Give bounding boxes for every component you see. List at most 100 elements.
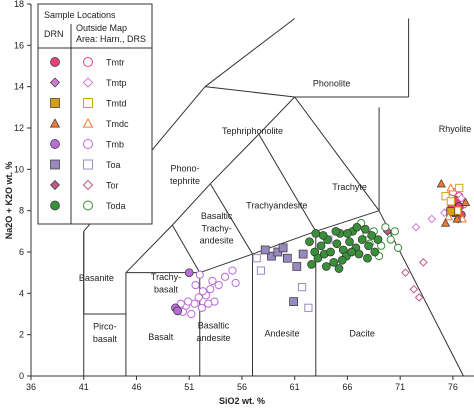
data-point-open [206, 285, 215, 294]
field-label: Tephriphonolite [222, 126, 283, 136]
legend-col2-header-line1: Outside Map [76, 23, 127, 33]
data-point-open [187, 309, 196, 319]
x-tick-label: 41 [79, 382, 89, 392]
field-boundary [294, 96, 380, 211]
data-point-open [214, 280, 223, 290]
legend-title: Sample Locations [44, 10, 116, 20]
field-label: Phonolite [313, 79, 351, 89]
field-label: basalt [93, 334, 118, 344]
legend-col2-header-line2: Area: Harn., DRS [76, 34, 146, 44]
data-point-open [297, 283, 307, 292]
data-point-filled [278, 243, 288, 253]
legend-marker-filled [49, 118, 61, 128]
y-tick-label: 14 [14, 82, 24, 92]
legend-marker-filled [50, 200, 60, 211]
data-point-open [446, 183, 456, 192]
data-point-open [414, 293, 424, 302]
field-label: Trachyandesite [246, 201, 307, 211]
data-point-open [411, 222, 421, 232]
data-point-filled [354, 249, 364, 259]
data-point-filled [313, 253, 323, 263]
data-point-filled [305, 237, 314, 247]
data-point-open [446, 197, 455, 206]
legend-marker-filled [50, 139, 60, 149]
data-point-open [427, 214, 437, 224]
legend-marker-filled [50, 57, 60, 67]
legend-marker-open [82, 77, 94, 88]
data-point-filled [345, 237, 354, 247]
legend-label: Tmtp [106, 78, 127, 88]
data-point-open [194, 293, 203, 302]
data-point-filled [282, 253, 292, 263]
y-tick-label: 16 [14, 40, 24, 50]
data-point-filled [347, 247, 356, 257]
data-point-filled [316, 241, 326, 251]
data-point-filled [173, 306, 182, 316]
data-point-filled [292, 262, 302, 271]
field-boundary [204, 18, 295, 88]
data-point-filled [440, 218, 451, 227]
data-point-open [419, 258, 428, 267]
data-point-filled [332, 239, 342, 249]
x-tick-label: 76 [448, 382, 458, 392]
data-point-filled [307, 260, 316, 269]
data-point-filled [460, 197, 471, 206]
data-point-open [304, 303, 313, 312]
data-point-open [198, 287, 208, 296]
legend-marker-open [83, 159, 93, 170]
field-label: Trachyte [332, 182, 367, 192]
data-point-filled [373, 235, 383, 244]
data-point-open [197, 303, 206, 312]
field-boundary [209, 133, 260, 185]
data-point-filled [311, 229, 321, 238]
data-point-open [252, 254, 261, 263]
x-tick-label: 51 [184, 382, 194, 392]
legend-label: Tmtd [106, 99, 127, 109]
data-point-filled [370, 247, 380, 257]
data-point-open [220, 272, 230, 281]
field-boundary [258, 96, 296, 135]
data-point-filled [260, 245, 270, 255]
legend-marker-open [82, 179, 94, 191]
data-point-open [228, 266, 237, 275]
data-point-filled [329, 257, 339, 267]
legend-col1-header: DRN [44, 29, 64, 39]
data-point-filled [318, 231, 328, 240]
data-point-filled [361, 224, 370, 234]
data-point-filled [364, 241, 373, 251]
field-label: Pirco- [93, 322, 117, 332]
data-point-open [457, 214, 467, 223]
series-tmtd [441, 183, 464, 217]
legend-label: Tmb [106, 140, 124, 150]
y-tick-label: 6 [19, 247, 24, 257]
legend-marker-filled [50, 98, 60, 108]
x-tick-label: 46 [131, 382, 141, 392]
data-point-filled [334, 264, 344, 273]
data-point-open [401, 268, 410, 277]
data-point-open [184, 297, 193, 306]
legend-label: Toda [106, 201, 126, 211]
data-point-filled [331, 226, 341, 236]
data-point-open [409, 284, 419, 294]
field-boundary [204, 86, 295, 98]
field-boundary [258, 133, 317, 232]
data-point-filled [321, 262, 331, 271]
data-point-open [441, 192, 450, 201]
series-tmdc [436, 179, 471, 227]
data-point-filled [326, 247, 335, 257]
field-boundary [125, 224, 173, 274]
field-label: Phono- [170, 163, 199, 173]
data-point-open [191, 280, 200, 290]
legend-label: Toa [106, 160, 121, 170]
field-label: Basaltic [198, 320, 230, 330]
data-point-filled [436, 179, 446, 188]
field-boundary [209, 183, 253, 255]
legend-marker-open [83, 57, 93, 67]
series-toda [305, 218, 403, 273]
data-point-filled [337, 255, 347, 265]
field-label: Andesite [265, 329, 300, 339]
data-point-open [390, 227, 399, 236]
legend-marker-open [83, 98, 93, 108]
